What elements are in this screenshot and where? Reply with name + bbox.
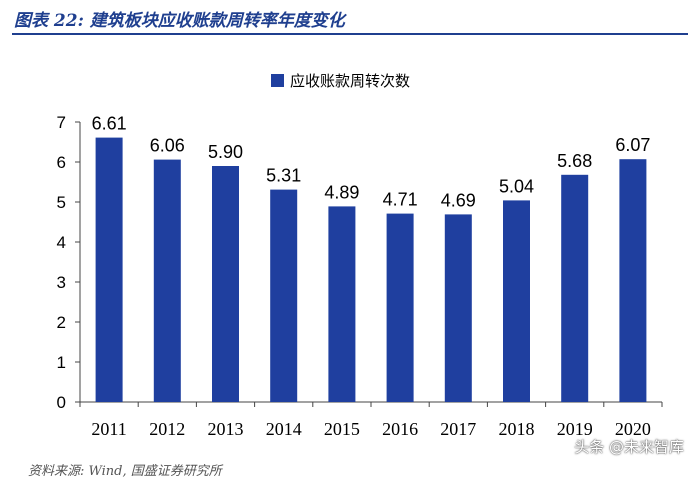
y-axis: 0 1 2 3 4 5 6 7 bbox=[57, 113, 81, 412]
figure-title: 图表 22: 建筑板块应收账款周转率年度变化 bbox=[14, 11, 345, 31]
x-tick-label: 2017 bbox=[440, 419, 476, 439]
bar bbox=[561, 174, 589, 402]
bar bbox=[386, 213, 414, 402]
data-label: 5.68 bbox=[557, 151, 592, 171]
x-tick-label: 2012 bbox=[149, 419, 185, 439]
y-tick-label: 1 bbox=[57, 353, 66, 372]
y-tick-label: 4 bbox=[57, 233, 66, 252]
data-label: 6.06 bbox=[150, 136, 185, 156]
bar bbox=[270, 189, 298, 402]
bar bbox=[328, 206, 356, 402]
bars: 6.61 2011 6.06 2012 5.90 2013 5.31 2014 4.89 2015… bbox=[91, 114, 650, 439]
title-divider bbox=[12, 33, 688, 35]
x-axis bbox=[79, 401, 663, 407]
legend-label: 应收账款周转次数 bbox=[290, 72, 410, 90]
data-label: 5.90 bbox=[208, 142, 243, 162]
x-tick-label: 2011 bbox=[91, 419, 126, 439]
x-tick-label: 2018 bbox=[499, 419, 535, 439]
figure-header: 图表 22: 建筑板块应收账款周转率年度变化 bbox=[0, 0, 700, 35]
y-tick-label: 7 bbox=[57, 113, 66, 132]
legend-swatch bbox=[271, 74, 284, 87]
x-tick-label: 2013 bbox=[208, 419, 244, 439]
data-label: 6.07 bbox=[615, 135, 650, 155]
bar bbox=[619, 159, 647, 402]
x-tick-label: 2016 bbox=[382, 419, 418, 439]
data-label: 4.71 bbox=[383, 190, 418, 210]
y-tick-label: 3 bbox=[57, 273, 66, 292]
y-tick-label: 6 bbox=[57, 153, 66, 172]
watermark: 头条 @未来智库 bbox=[574, 438, 684, 456]
legend: 应收账款周转次数 bbox=[271, 72, 410, 90]
y-tick-label: 2 bbox=[57, 313, 66, 332]
data-label: 6.61 bbox=[92, 114, 127, 134]
data-label: 5.31 bbox=[266, 166, 301, 186]
x-tick-label: 2019 bbox=[557, 419, 593, 439]
x-tick-label: 2020 bbox=[615, 419, 651, 439]
bar bbox=[503, 200, 530, 402]
y-tick-label: 5 bbox=[57, 193, 66, 212]
y-tick-label: 0 bbox=[57, 393, 66, 412]
data-label: 4.69 bbox=[441, 190, 476, 210]
x-tick-label: 2015 bbox=[324, 419, 360, 439]
x-tick-label: 2014 bbox=[266, 419, 302, 439]
bar bbox=[444, 214, 472, 402]
bar bbox=[95, 137, 123, 402]
source-note: 资料来源: Wind, 国盛证券研究所 bbox=[28, 464, 222, 479]
bar bbox=[212, 166, 239, 402]
data-label: 5.04 bbox=[499, 176, 534, 196]
data-label: 4.89 bbox=[324, 182, 359, 202]
bar bbox=[153, 159, 181, 402]
